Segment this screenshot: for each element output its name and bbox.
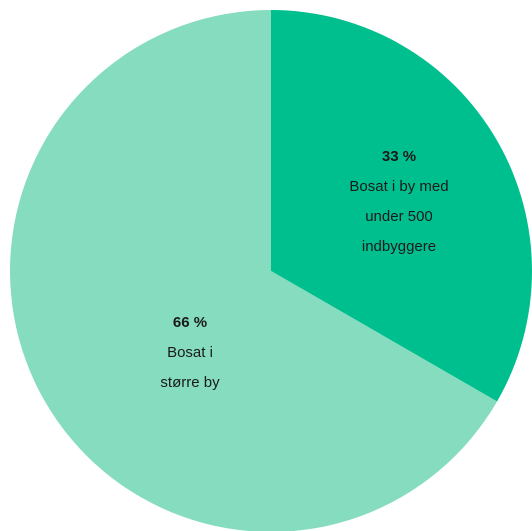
slice-text-larger-town: Bosat i større by [160, 344, 220, 391]
pie-slice-1 [10, 10, 498, 531]
slice-label-small-town: 33 % Bosat i by med under 500 indbyggere [318, 142, 480, 262]
slice-value-small-town: 33 % [381, 148, 417, 165]
slice-label-larger-town: 66 % Bosat i større by [110, 308, 270, 398]
slice-text-small-town: Bosat i by med under 500 indbyggere [349, 178, 449, 255]
slice-value-larger-town: 66 % [172, 314, 208, 331]
pie-slice-0 [271, 10, 532, 402]
